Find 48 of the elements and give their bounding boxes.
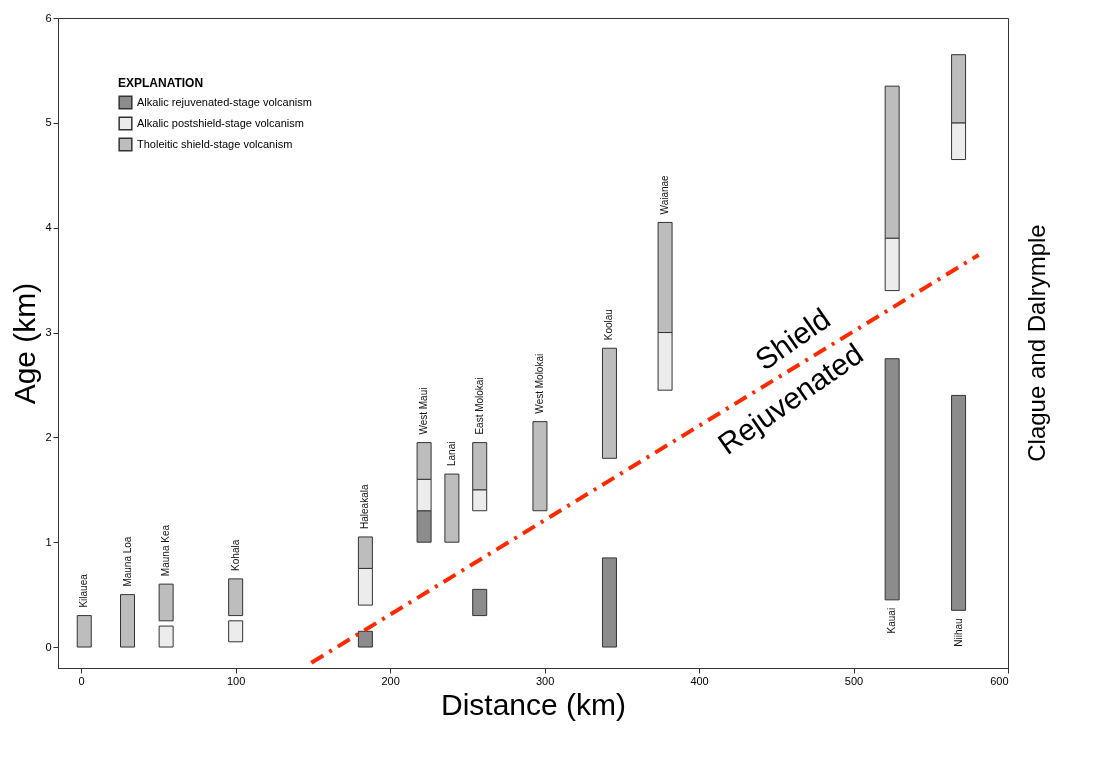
bar xyxy=(601,557,617,648)
annotation: Mauna Kea xyxy=(160,524,172,577)
y-tick-label: 3 xyxy=(45,326,52,339)
y-tick-label: 6 xyxy=(45,11,52,24)
annotation: Mauna Loa xyxy=(121,536,133,587)
x-tick-label: 100 xyxy=(226,674,246,687)
x-tick-label: 600 xyxy=(990,674,1009,687)
x-tick-label: 500 xyxy=(844,674,864,687)
bar xyxy=(532,421,548,512)
annotation: Haleakala xyxy=(359,484,371,529)
y-tick-label: 4 xyxy=(45,221,52,234)
bar xyxy=(158,583,174,622)
legend-title: EXPLANATION xyxy=(118,76,204,90)
annotation: West Maui xyxy=(418,387,430,435)
bar xyxy=(228,578,244,617)
y-axis-title: Age (km) xyxy=(8,282,42,405)
x-tick-label: 400 xyxy=(690,674,709,687)
annotation: West Molokai xyxy=(533,353,545,414)
bar xyxy=(357,630,373,648)
bar xyxy=(601,347,617,459)
annotation: East Molokai xyxy=(473,377,485,435)
y-tick-label: 2 xyxy=(45,430,52,443)
bar xyxy=(228,620,244,643)
legend-label: Tholeitic shield-stage volcanism xyxy=(137,137,293,150)
annotation: Kohala xyxy=(229,539,241,571)
annotation: Koolau xyxy=(603,309,615,341)
bar xyxy=(158,625,174,648)
bar xyxy=(444,473,460,543)
x-tick-label: 200 xyxy=(381,674,400,687)
annotation: Kilauea xyxy=(78,573,90,608)
x-tick-label: 300 xyxy=(535,674,555,687)
bar xyxy=(120,594,136,648)
text: Clague and Dalrymple xyxy=(1023,224,1050,462)
annotation: Waianae xyxy=(659,174,671,215)
bar xyxy=(76,615,92,648)
y-tick-label: 5 xyxy=(45,116,52,129)
legend-label: Alkalic postshield-stage volcanism xyxy=(137,116,304,129)
bar xyxy=(472,588,488,617)
annotation: Lanai xyxy=(445,441,457,467)
legend-label: Alkalic rejuvenated-stage volcanism xyxy=(137,95,312,108)
x-tick-label: 0 xyxy=(78,674,85,687)
bar xyxy=(951,394,967,611)
bar xyxy=(884,358,900,601)
x-axis-title: Distance (km) xyxy=(440,687,627,721)
y-tick-label: 0 xyxy=(45,640,52,653)
y-tick-label: 1 xyxy=(45,535,52,548)
annotation: Kauai xyxy=(886,607,898,634)
annotation: Niihau xyxy=(952,618,964,647)
